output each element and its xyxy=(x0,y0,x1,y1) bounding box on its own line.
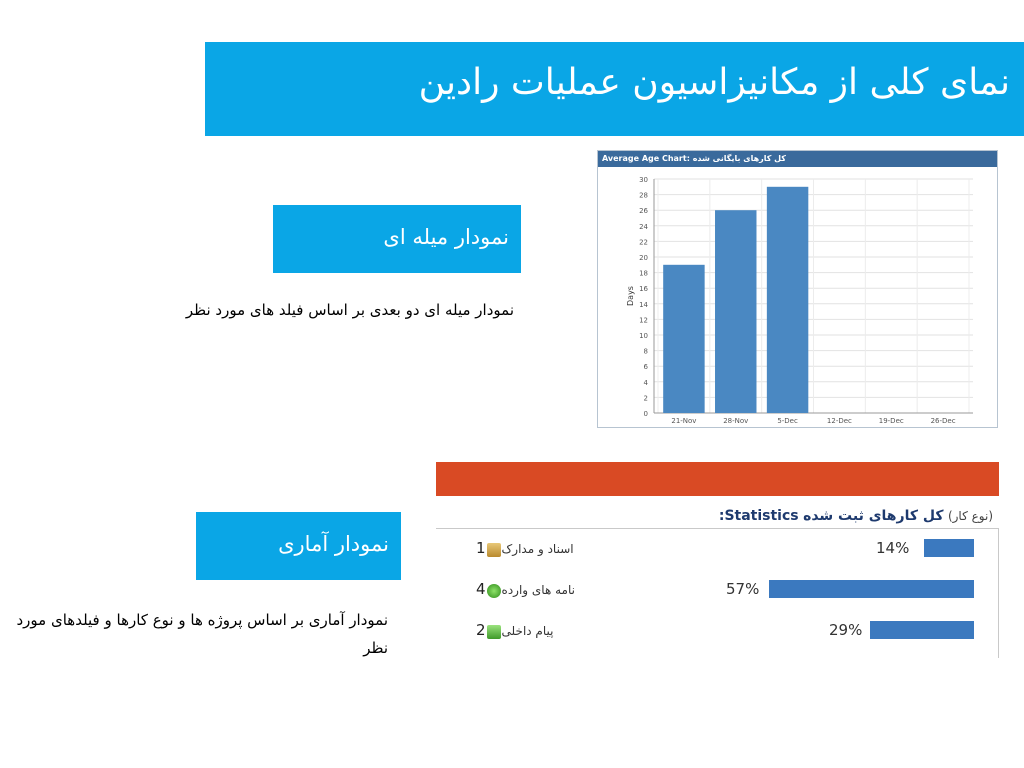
y-tick-label: 28 xyxy=(639,192,648,200)
x-tick-label: 12-Dec xyxy=(827,417,852,425)
stat-percent: 57% xyxy=(726,580,760,598)
bar-chart-description: نمودار میله ای دو بعدی بر اساس فیلد های … xyxy=(185,301,514,319)
y-tick-label: 24 xyxy=(639,223,648,231)
stats-chart-label-box: نمودار آماری xyxy=(196,512,401,580)
statistics-widget: (نوع کار) کل کارهای ثبت شده Statistics: … xyxy=(436,462,999,658)
stat-label: پیام داخلی 2 xyxy=(476,621,553,639)
stat-count: 2 xyxy=(476,621,486,639)
x-tick-label: 5-Dec xyxy=(777,417,798,425)
y-tick-label: 4 xyxy=(644,379,649,387)
bar xyxy=(766,186,809,413)
stat-count: 4 xyxy=(476,580,486,598)
statistics-header-bar xyxy=(436,462,999,496)
stat-type-label: نامه های وارده xyxy=(501,583,575,597)
stat-type-label: پیام داخلی xyxy=(501,624,554,638)
stat-row[interactable]: نامه های وارده 4 57% xyxy=(436,578,999,602)
y-tick-label: 8 xyxy=(644,348,648,356)
slide-title: نمای کلی از مکانیزاسیون عملیات رادین xyxy=(418,62,1010,103)
y-tick-label: 12 xyxy=(639,316,648,324)
statistics-subtitle: (نوع کار) xyxy=(947,509,993,523)
message-icon xyxy=(486,624,501,639)
bar-chart-label: نمودار میله ای xyxy=(383,225,509,249)
stats-chart-description: نمودار آماری بر اساس پروژه ها و نوع کاره… xyxy=(16,611,389,657)
y-tick-label: 10 xyxy=(639,332,648,340)
y-tick-label: 22 xyxy=(639,238,648,246)
stat-row[interactable]: پیام داخلی 2 29% xyxy=(436,619,999,643)
x-tick-label: 19-Dec xyxy=(879,417,904,425)
bar-chart-label-box: نمودار میله ای xyxy=(273,205,521,273)
y-tick-label: 0 xyxy=(644,410,648,418)
stat-bar xyxy=(769,580,974,598)
y-tick-label: 20 xyxy=(639,254,648,262)
bar-chart-panel: Average Age Chart: کل کارهای بایگانی شده… xyxy=(597,150,998,428)
x-tick-label: 28-Nov xyxy=(723,417,748,425)
title-banner: نمای کلی از مکانیزاسیون عملیات رادین xyxy=(205,42,1024,136)
stat-type-label: اسناد و مدارک xyxy=(501,542,574,556)
y-tick-label: 26 xyxy=(639,207,648,215)
bar xyxy=(663,264,705,413)
y-tick-label: 14 xyxy=(639,301,648,309)
y-tick-label: 18 xyxy=(639,270,648,278)
stat-row[interactable]: اسناد و مدارک 1 14% xyxy=(436,537,999,561)
bar xyxy=(715,210,757,413)
stat-label: اسناد و مدارک 1 xyxy=(476,539,574,557)
y-tick-label: 16 xyxy=(639,285,648,293)
stat-label: نامه های وارده 4 xyxy=(476,580,575,598)
y-axis-label: Days xyxy=(626,286,635,306)
statistics-title-fa: کل کارهای ثبت شده xyxy=(803,508,944,524)
stat-bar xyxy=(924,539,974,557)
x-tick-label: 21-Nov xyxy=(671,417,696,425)
divider xyxy=(436,528,999,529)
y-tick-label: 6 xyxy=(644,363,649,371)
divider xyxy=(998,528,999,658)
stats-chart-label: نمودار آماری xyxy=(278,532,389,556)
chart-title: Average Age Chart: کل کارهای بایگانی شده xyxy=(598,151,997,167)
y-tick-label: 30 xyxy=(639,176,648,184)
stat-percent: 14% xyxy=(876,539,910,557)
stat-percent: 29% xyxy=(829,621,863,639)
globe-mail-icon xyxy=(486,583,501,598)
folder-icon xyxy=(486,542,501,557)
statistics-title: (نوع کار) کل کارهای ثبت شده Statistics: xyxy=(719,508,993,524)
stat-count: 1 xyxy=(476,539,486,557)
y-tick-label: 2 xyxy=(644,394,648,402)
stat-bar xyxy=(870,621,974,639)
x-tick-label: 26-Dec xyxy=(931,417,956,425)
statistics-title-en: Statistics: xyxy=(718,508,799,524)
